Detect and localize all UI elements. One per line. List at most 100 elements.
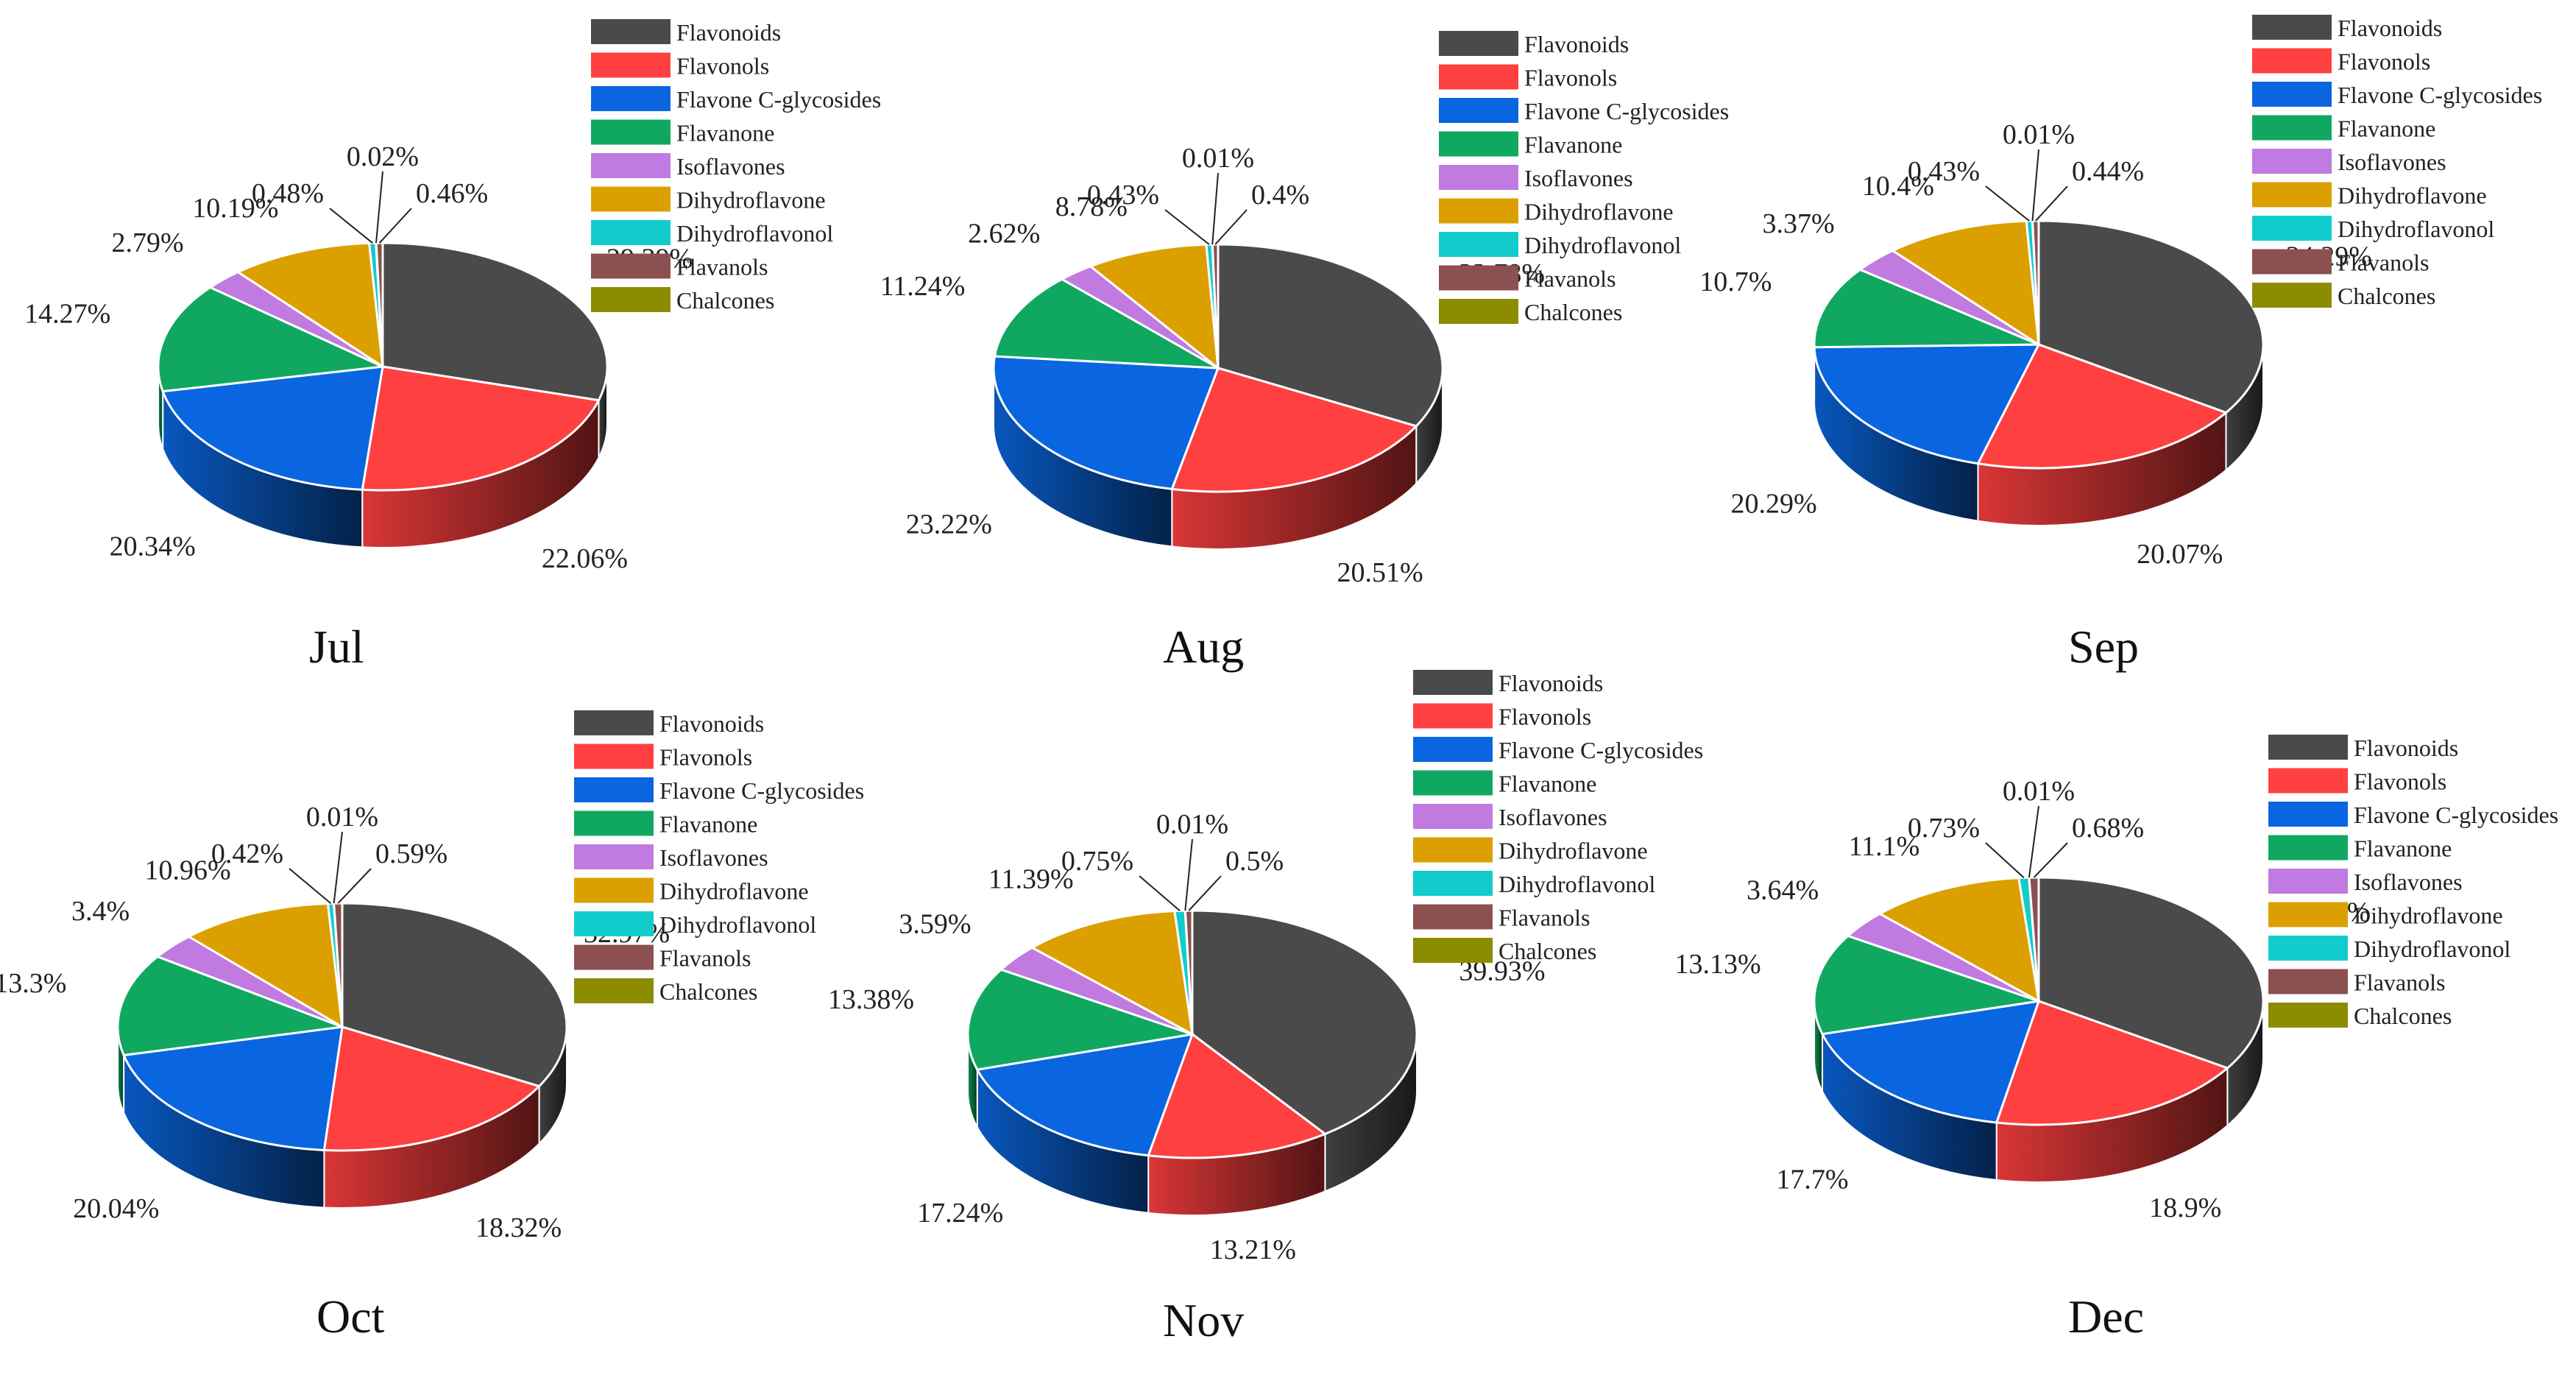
legend-swatch — [1413, 837, 1493, 863]
percent-label: 13.13% — [1674, 949, 1761, 980]
pie-slice-flavone-c-glycosides — [1813, 343, 2041, 465]
percent-label: 11.1% — [1849, 831, 1920, 862]
legend-label: Isoflavones — [2338, 149, 2446, 175]
percent-label: 20.04% — [73, 1193, 159, 1224]
pie-slice-flavanone — [116, 955, 343, 1057]
legend-label: Dihydroflavone — [2338, 183, 2487, 209]
legend-swatch — [574, 944, 654, 970]
percent-label: 0.01% — [1156, 809, 1228, 840]
leader-line — [1211, 172, 1219, 245]
legend-label: Chalcones — [2354, 1003, 2452, 1029]
legend-swatch — [2252, 216, 2332, 241]
legend-label: Flavonols — [1524, 65, 1617, 91]
legend-swatch — [2268, 1003, 2348, 1028]
legend-label: Dihydroflavonol — [676, 220, 833, 247]
legend-swatch — [1439, 131, 1518, 157]
legend: Flavonoids Flavonols Flavone C-glycosides F… — [591, 19, 881, 314]
legend-swatch — [1439, 98, 1518, 123]
pie-slice-flavonols — [361, 365, 601, 492]
legend-swatch — [2252, 48, 2332, 74]
legend-swatch — [1439, 165, 1518, 190]
percent-label: 20.34% — [110, 531, 196, 562]
percent-label: 2.62% — [968, 219, 1040, 250]
pie-slice-flavonols — [1995, 1000, 2230, 1126]
legend-swatch — [2252, 149, 2332, 174]
percent-label: 10.19% — [192, 193, 278, 224]
percent-label: 18.9% — [2149, 1192, 2221, 1223]
legend: Flavonoids Flavonols Flavone C-glycosides F… — [1439, 31, 1729, 325]
legend-swatch — [1439, 299, 1518, 324]
leader-line — [2033, 842, 2068, 878]
legend-swatch — [1413, 670, 1493, 695]
legend-label: Dihydroflavonol — [2338, 216, 2494, 242]
month-title: Jul — [309, 621, 364, 673]
legend-label: Flavanols — [2338, 250, 2429, 276]
legend-label: Flavone C-glycosides — [1524, 98, 1729, 124]
legend-swatch — [591, 119, 670, 145]
legend-label: Flavanols — [1498, 905, 1590, 931]
legend-label: Flavonoids — [1498, 670, 1603, 696]
legend-label: Flavanone — [2354, 835, 2452, 862]
legend-swatch — [574, 844, 654, 869]
percent-label: 0.02% — [347, 141, 419, 172]
legend-swatch — [574, 978, 654, 1003]
legend-swatch — [574, 877, 654, 903]
percent-label: 11.39% — [988, 864, 1074, 895]
month-title: Dec — [2068, 1290, 2144, 1343]
legend-swatch — [2252, 182, 2332, 208]
legend-label: Chalcones — [676, 287, 774, 314]
legend-swatch — [591, 52, 670, 78]
pie-slice-flavonols — [1147, 1032, 1328, 1159]
percent-label: 17.24% — [917, 1198, 1003, 1229]
legend-swatch — [1413, 770, 1493, 796]
legend-label: Flavone C-glycosides — [1498, 737, 1703, 763]
percent-label: 0.4% — [1251, 180, 1309, 211]
leader-line — [289, 868, 332, 904]
legend-label: Isoflavones — [1498, 804, 1607, 830]
legend-swatch — [1413, 703, 1493, 729]
legend-swatch — [2268, 902, 2348, 928]
legend-swatch — [574, 710, 654, 735]
leader-line — [333, 831, 343, 904]
leader-line — [1985, 842, 2025, 879]
percent-label: 20.51% — [1337, 557, 1423, 588]
legend-label: Flavonoids — [2354, 735, 2458, 761]
legend-swatch — [1413, 804, 1493, 829]
leader-line — [375, 171, 383, 244]
leader-line — [1214, 209, 1248, 245]
legend-swatch — [591, 287, 670, 312]
pie-panel-sep: 34.29%20.07%20.29%10.7%3.37%10.4%0.43%0.… — [1699, 15, 2542, 673]
pie-slice-flavanone — [993, 278, 1219, 370]
legend-label: Dihydroflavone — [676, 187, 826, 213]
legend-label: Flavanone — [1524, 132, 1622, 158]
percent-label: 10.96% — [144, 855, 230, 886]
percent-label: 3.37% — [1762, 208, 1834, 239]
leader-line — [2028, 805, 2039, 878]
legend-label: Isoflavones — [659, 844, 768, 871]
legend: Flavonoids Flavonols Flavone C-glycosides F… — [2252, 15, 2542, 309]
legend-swatch — [591, 220, 670, 245]
pie-slice-flavonoids — [381, 241, 609, 402]
pie-slice-dihydroflavone — [1030, 909, 1194, 1036]
percent-label: 13.3% — [0, 968, 66, 999]
legend-swatch — [591, 186, 670, 212]
legend-swatch — [591, 153, 670, 178]
leader-line — [329, 208, 373, 244]
percent-label: 8.78% — [1055, 191, 1128, 222]
pie-slice-flavonoids — [341, 902, 568, 1088]
legend-label: Flavonoids — [2338, 15, 2442, 41]
legend-swatch — [591, 253, 670, 279]
legend-label: Flavone C-glycosides — [2338, 82, 2542, 108]
legend-swatch — [2252, 15, 2332, 40]
percent-label: 0.42% — [211, 838, 283, 869]
legend-swatch — [2252, 115, 2332, 141]
legend-swatch — [1413, 871, 1493, 896]
legend-swatch — [2252, 249, 2332, 275]
legend-swatch — [1439, 265, 1518, 291]
pie-panel-dec: 34.11%18.9%17.7%13.13%3.64%11.1%0.73%0.0… — [1674, 735, 2558, 1343]
legend-swatch — [591, 19, 670, 44]
legend-label: Flavanone — [2338, 116, 2435, 142]
pie-slice-flavone-c-glycosides — [975, 1033, 1195, 1157]
legend-label: Chalcones — [659, 978, 757, 1005]
